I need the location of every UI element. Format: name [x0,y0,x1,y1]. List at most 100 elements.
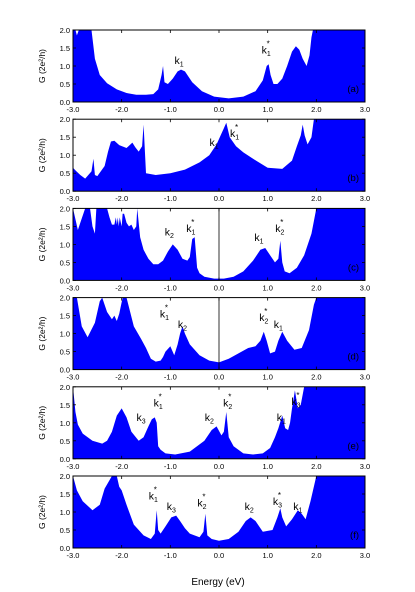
y-tick-label: 2.0 [60,204,70,213]
peak-annotation-star: * [278,491,281,500]
y-axis-label: G (2e²/h) [37,495,47,529]
peak-annotation-star: * [191,218,194,227]
x-tick-label: 1.0 [262,462,272,471]
conductance-area [73,119,365,192]
x-tick-label: -1.0 [164,105,177,114]
panel-label: (f) [350,530,359,541]
peak-annotation: k1 [149,490,158,504]
conductance-area [73,30,365,102]
x-tick-label: 2.0 [311,373,321,382]
peak-annotation: k1 [293,501,302,515]
x-tick-label: -1.0 [164,283,177,292]
panel-label: (a) [347,84,359,95]
conductance-area [73,297,365,370]
peak-annotation-star: * [264,307,267,316]
peak-annotation-star: * [159,393,162,402]
x-tick-label: 0.0 [214,551,224,560]
x-tick-label: 3.0 [360,283,370,292]
y-tick-label: 2.0 [60,472,70,481]
y-axis-label: G (2e²/h) [37,316,47,350]
y-tick-label: 0.0 [60,98,70,107]
y-tick-label: 1.0 [60,240,70,249]
y-tick-label: 0.0 [60,276,70,285]
peak-annotation: k1 [175,55,184,69]
y-tick-label: 1.5 [60,133,70,142]
peak-annotation: k2 [275,223,284,237]
panel-5: 0.0 0.5 1.0 1.5 2.0 -3.0 -2.0 -1.0 0.0 1.0 2.0 3.0 G… [37,472,370,560]
y-tick-label: 1.0 [60,508,70,517]
peak-annotation: k2 [205,412,214,426]
x-tick-label: -3.0 [67,462,80,471]
conductance-area [73,386,365,459]
x-tick-label: 0.0 [214,105,224,114]
y-tick-label: 0.0 [60,544,70,553]
panel-label: (e) [347,441,359,452]
peak-annotation: k1 [186,223,195,237]
y-tick-label: 0.0 [60,455,70,464]
panel-3: 0.0 0.5 1.0 1.5 2.0 -3.0 -2.0 -1.0 0.0 1.0 2.0 3.0 G… [37,294,370,382]
x-tick-label: 2.0 [311,283,321,292]
peak-annotation-star: * [228,393,231,402]
x-tick-label: 2.0 [311,105,321,114]
x-tick-label: 2.0 [311,551,321,560]
y-tick-label: 0.5 [60,437,70,446]
peak-annotation: k1 [154,398,163,412]
panel-4: 0.0 0.5 1.0 1.5 2.0 -3.0 -2.0 -1.0 0.0 1.0 2.0 3.0 G… [37,383,370,471]
y-tick-label: 1.5 [60,44,70,53]
x-tick-label: 0.0 [214,194,224,203]
x-tick-label: 3.0 [360,373,370,382]
x-tick-label: -1.0 [164,194,177,203]
peak-annotation: k1 [160,308,169,322]
y-tick-label: 1.0 [60,151,70,160]
x-axis-label: Energy (eV) [191,577,244,587]
x-tick-label: 2.0 [311,462,321,471]
x-tick-label: 1.0 [262,551,272,560]
x-tick-label: 3.0 [360,462,370,471]
y-axis-label: G (2e²/h) [37,406,47,440]
x-tick-label: 0.0 [214,283,224,292]
y-tick-label: 1.0 [60,62,70,71]
x-tick-label: -1.0 [164,373,177,382]
y-tick-label: 0.0 [60,187,70,196]
x-tick-label: -2.0 [115,283,128,292]
x-tick-label: -1.0 [164,462,177,471]
peak-annotation: k1 [262,44,271,58]
y-tick-label: 1.5 [60,222,70,231]
y-tick-label: 0.5 [60,258,70,267]
y-tick-label: 0.5 [60,526,70,535]
y-tick-label: 0.5 [60,80,70,89]
y-tick-label: 1.5 [60,490,70,499]
peak-annotation-star: * [267,39,270,48]
peak-annotation: k2 [259,312,268,326]
panel-0: 0.0 0.5 1.0 1.5 2.0 -3.0 -2.0 -1.0 0.0 1.0 2.0 3.0 G… [37,26,370,114]
peak-annotation: k3 [273,496,282,510]
peak-annotation: k1 [254,232,263,246]
peak-annotation: k2 [197,498,206,512]
y-tick-label: 2.0 [60,294,70,303]
x-tick-label: -1.0 [164,551,177,560]
peak-annotation-star: * [296,391,299,400]
x-tick-label: -2.0 [115,462,128,471]
peak-annotation-star: * [154,485,157,494]
peak-annotation: k1 [230,128,239,142]
x-tick-label: 1.0 [262,283,272,292]
x-tick-label: -2.0 [115,194,128,203]
y-tick-label: 0.0 [60,366,70,375]
peak-annotation: k2 [165,226,174,240]
y-tick-label: 2.0 [60,383,70,392]
x-tick-label: 2.0 [311,194,321,203]
conductance-area [73,476,365,548]
x-tick-label: 1.0 [262,373,272,382]
y-axis-label: G (2e²/h) [37,49,47,83]
y-axis-label: G (2e²/h) [37,138,47,172]
y-tick-label: 1.5 [60,401,70,410]
panel-1: 0.0 0.5 1.0 1.5 2.0 -3.0 -2.0 -1.0 0.0 1.0 2.0 3.0 G… [37,115,370,203]
peak-annotation-star: * [165,303,168,312]
peak-annotation-star: * [235,123,238,132]
x-tick-label: -2.0 [115,551,128,560]
y-axis-label: G (2e²/h) [37,227,47,261]
y-tick-label: 1.0 [60,419,70,428]
peak-annotation: k3 [137,412,146,426]
x-tick-label: -2.0 [115,105,128,114]
